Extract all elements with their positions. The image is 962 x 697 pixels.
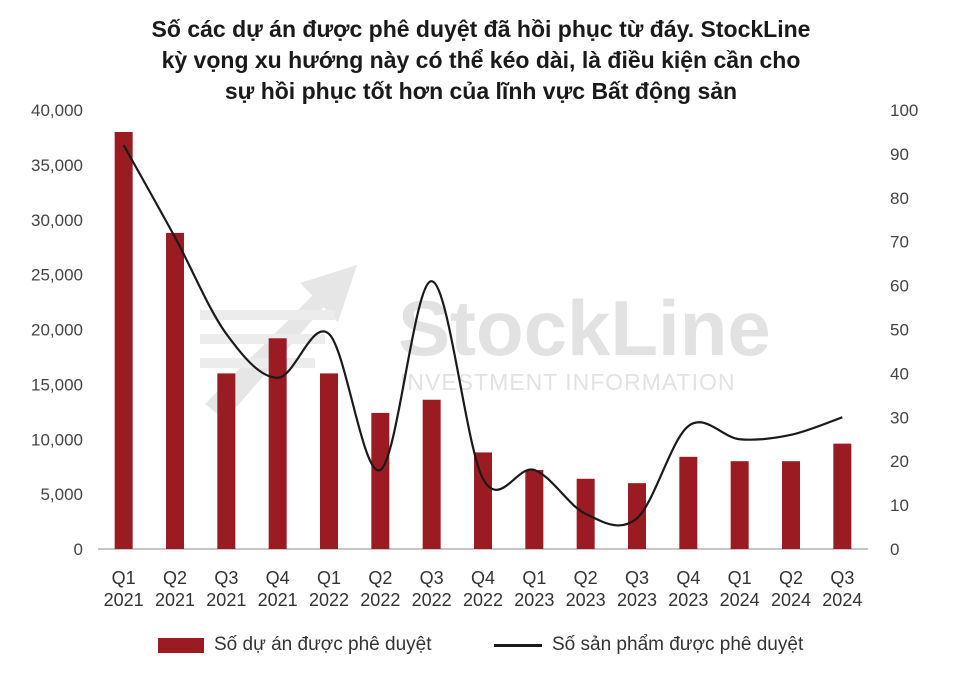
chart-title: Số các dự án được phê duyệt đã hồi phục …	[60, 14, 902, 107]
bar	[217, 373, 236, 549]
x-tick-quarter: Q4	[471, 568, 495, 588]
x-tick-quarter: Q3	[214, 568, 238, 588]
x-tick-year: 2022	[412, 590, 452, 610]
x-tick-quarter: Q1	[112, 568, 136, 588]
x-tick-year: 2021	[258, 590, 298, 610]
bar	[730, 461, 749, 549]
x-tick-year: 2021	[155, 590, 195, 610]
left-tick-label: 40,000	[31, 101, 83, 120]
bar	[166, 232, 184, 550]
bar	[833, 443, 852, 549]
bar-series	[114, 131, 852, 550]
bar	[474, 452, 492, 549]
x-tick-year: 2024	[771, 590, 811, 610]
x-tick-year: 2023	[514, 590, 554, 610]
x-axis-ticks: Q12021Q22021Q32021Q42021Q12022Q22022Q320…	[104, 568, 863, 610]
right-axis-ticks: 0 10 20 30 40 50 60 70 80 90 100	[890, 101, 918, 559]
watermark-arrow-icon	[200, 265, 357, 420]
legend-line-swatch	[494, 643, 542, 647]
chart-title-line: Số các dự án được phê duyệt đã hồi phục …	[151, 16, 811, 42]
x-tick-year: 2023	[617, 590, 657, 610]
x-tick-quarter: Q1	[728, 568, 752, 588]
left-tick-label: 10,000	[31, 430, 83, 449]
left-tick-label: 35,000	[31, 156, 83, 175]
x-tick-quarter: Q2	[574, 568, 598, 588]
x-tick-quarter: Q3	[625, 568, 649, 588]
bar	[320, 373, 338, 549]
x-tick-quarter: Q4	[676, 568, 700, 588]
x-tick-year: 2023	[668, 590, 708, 610]
bar	[782, 461, 800, 549]
right-tick-label: 40	[890, 364, 909, 383]
x-tick-year: 2022	[463, 590, 503, 610]
x-tick-year: 2024	[822, 590, 862, 610]
x-tick-quarter: Q4	[266, 568, 290, 588]
bar	[525, 469, 544, 549]
stockline-watermark: StockLine INVESTMENT INFORMATION	[200, 265, 771, 420]
x-tick-quarter: Q2	[779, 568, 803, 588]
left-tick-label: 0	[74, 540, 83, 559]
left-tick-label: 25,000	[31, 266, 83, 285]
x-tick-year: 2023	[566, 590, 606, 610]
x-tick-quarter: Q2	[368, 568, 392, 588]
legend-label: Số dự án được phê duyệt	[214, 634, 432, 655]
left-tick-label: 30,000	[31, 211, 83, 230]
legend-item-bars: Số dự án được phê duyệt	[158, 634, 431, 656]
bar	[371, 412, 390, 549]
left-axis-ticks: 0 5,000 10,000 15,000 20,000 25,000 30,000 35,0…	[31, 101, 83, 559]
legend-label: Số sản phẩm được phê duyệt	[552, 634, 804, 655]
legend-bar-swatch	[158, 637, 204, 653]
bar	[268, 338, 287, 549]
bar	[679, 456, 698, 549]
x-tick-year: 2022	[309, 590, 349, 610]
right-tick-label: 10	[890, 496, 909, 515]
bar	[422, 399, 441, 549]
chart-title-line: kỳ vọng xu hướng này có thể kéo dài, là …	[161, 47, 801, 73]
right-tick-label: 90	[890, 145, 909, 164]
x-tick-quarter: Q3	[830, 568, 854, 588]
x-tick-year: 2022	[360, 590, 400, 610]
combo-chart: StockLine INVESTMENT INFORMATION 0 5,000 1…	[31, 101, 918, 610]
x-tick-quarter: Q1	[317, 568, 341, 588]
bar	[114, 131, 133, 549]
watermark-tagline: INVESTMENT INFORMATION	[400, 369, 736, 395]
right-tick-label: 60	[890, 277, 909, 296]
legend: Số dự án được phê duyệt Số sản phẩm được…	[0, 634, 962, 668]
right-tick-label: 80	[890, 189, 909, 208]
x-tick-quarter: Q3	[420, 568, 444, 588]
bar	[628, 483, 646, 549]
x-tick-year: 2021	[206, 590, 246, 610]
right-tick-label: 70	[890, 233, 909, 252]
right-tick-label: 100	[890, 101, 918, 120]
x-tick-year: 2021	[104, 590, 144, 610]
left-tick-label: 5,000	[40, 485, 83, 504]
left-tick-label: 20,000	[31, 321, 83, 340]
x-tick-quarter: Q1	[522, 568, 546, 588]
right-tick-label: 30	[890, 408, 909, 427]
line-path	[122, 144, 843, 527]
watermark-brand: StockLine	[398, 284, 771, 372]
legend-item-line: Số sản phẩm được phê duyệt	[494, 634, 803, 656]
right-tick-label: 20	[890, 452, 909, 471]
right-tick-label: 50	[890, 321, 909, 340]
line-series	[122, 144, 843, 527]
chart-title-line: sự hồi phục tốt hơn của lĩnh vực Bất độn…	[224, 78, 738, 104]
x-tick-year: 2024	[720, 590, 760, 610]
x-tick-quarter: Q2	[163, 568, 187, 588]
left-tick-label: 15,000	[31, 375, 83, 394]
right-tick-label: 0	[890, 540, 899, 559]
